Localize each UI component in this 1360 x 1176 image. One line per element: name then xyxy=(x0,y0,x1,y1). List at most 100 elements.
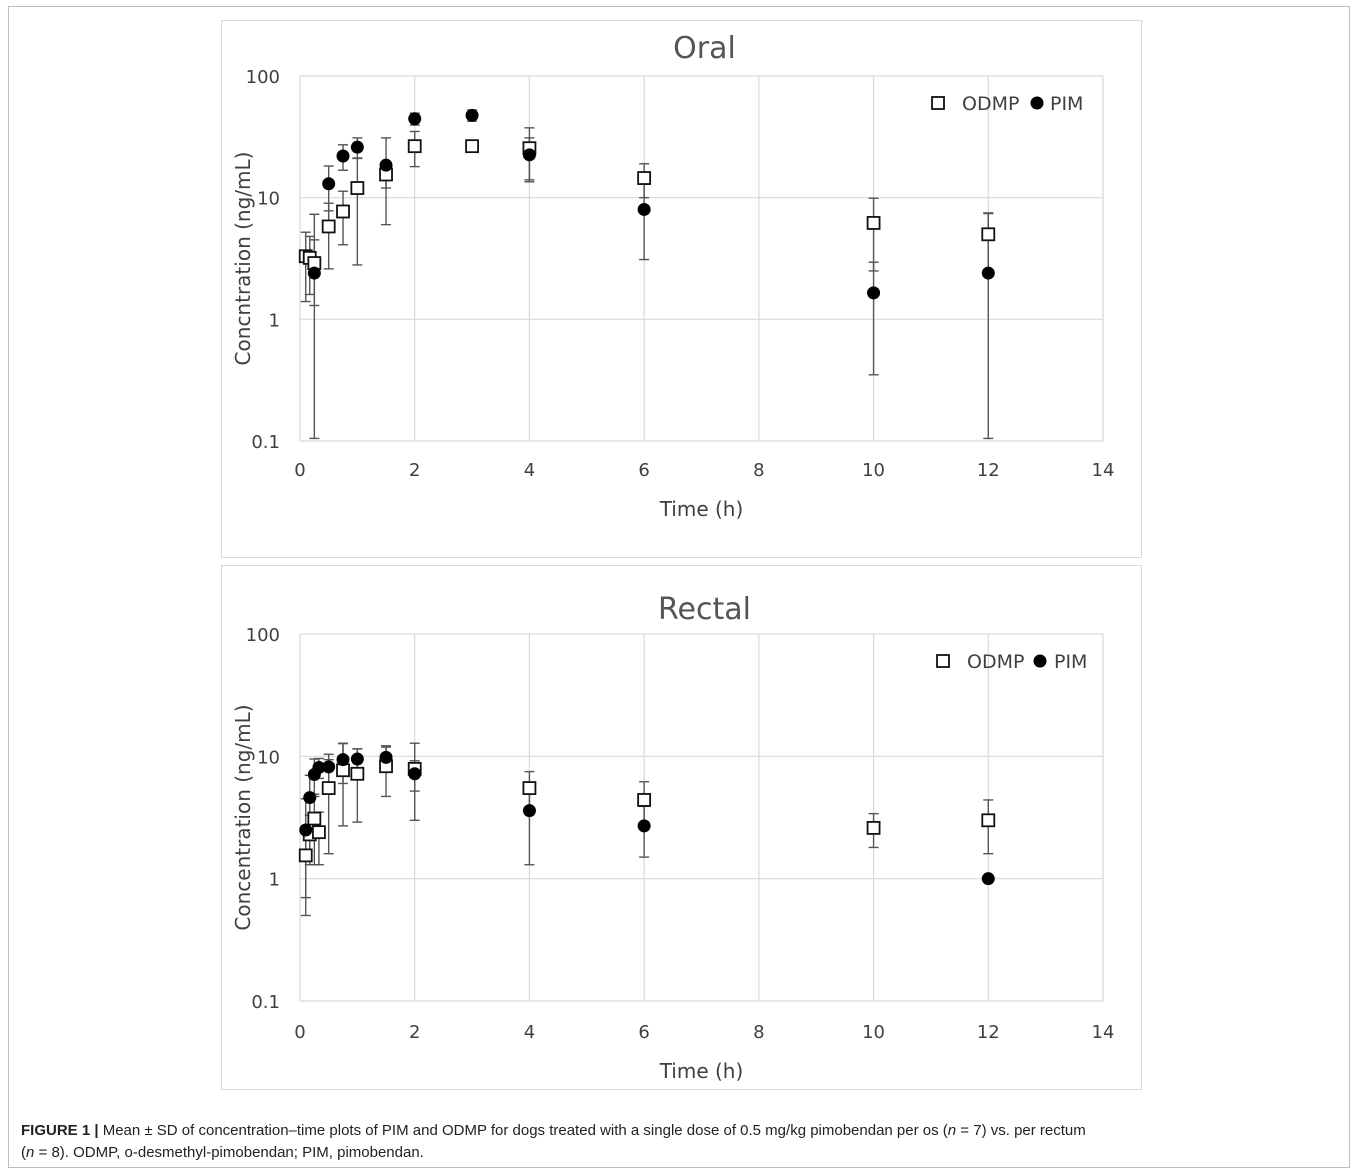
pim-point xyxy=(379,750,393,764)
pim-point xyxy=(465,108,479,122)
x-tick-label: 10 xyxy=(862,460,885,481)
x-axis-label: Time (h) xyxy=(659,497,744,521)
legend-odmp-marker xyxy=(931,96,945,110)
pim-point xyxy=(336,149,350,163)
odmp-point xyxy=(637,793,652,807)
pim-point xyxy=(350,752,364,766)
legend-pim-marker xyxy=(1030,96,1044,110)
x-tick-label: 2 xyxy=(409,1022,420,1043)
chart-title: Rectal xyxy=(658,592,751,627)
y-tick-label: 1 xyxy=(269,870,280,891)
error-bar xyxy=(639,183,650,261)
y-axis-label: Concntration (ng/mL) xyxy=(231,152,255,366)
pim-point xyxy=(379,158,393,172)
x-tick-label: 6 xyxy=(638,1022,649,1043)
odmp-point xyxy=(336,204,350,219)
error-bar xyxy=(983,212,994,440)
odmp-point xyxy=(465,139,479,154)
x-tick-label: 4 xyxy=(524,1022,535,1043)
odmp-point xyxy=(866,821,881,835)
rectal-chart: Rectal 0.1 1 10 100 0 2 4 6 8 10 12 14 Time (h) Concen… xyxy=(231,592,1115,1083)
y-axis-label: Concentration (ng/mL) xyxy=(231,704,255,930)
caption-line-1: FIGURE 1 | Mean ± SD of concentration–ti… xyxy=(21,1120,1348,1142)
caption-label: FIGURE 1 | xyxy=(21,1122,99,1139)
error-bar xyxy=(524,783,535,866)
x-axis-label: Time (h) xyxy=(659,1059,744,1083)
x-tick-label: 8 xyxy=(753,1022,764,1043)
x-tick-label: 14 xyxy=(1092,460,1115,481)
x-tick-label: 0 xyxy=(294,460,305,481)
pim-point xyxy=(522,804,536,818)
caption-text-1: Mean ± SD of concentration–time plots of… xyxy=(98,1122,948,1139)
odmp-point xyxy=(321,781,336,795)
legend-odmp-marker xyxy=(936,654,950,668)
pim-point xyxy=(350,140,364,154)
legend-pim-marker xyxy=(1033,654,1047,668)
caption-n-2: n xyxy=(26,1144,35,1161)
x-tick-label: 8 xyxy=(753,460,764,481)
pim-point xyxy=(522,148,536,162)
error-bar xyxy=(868,261,879,376)
odmp-point xyxy=(321,219,336,234)
pim-point xyxy=(299,823,313,837)
odmp-point xyxy=(298,848,313,863)
error-bar xyxy=(323,202,334,270)
x-tick-label: 12 xyxy=(977,1022,1000,1043)
pim-point xyxy=(408,112,422,126)
y-tick-label: 10 xyxy=(257,189,280,210)
odmp-point xyxy=(307,811,322,826)
x-tick-label: 4 xyxy=(524,460,535,481)
oral-chart: Oral 0.1 1 10 100 0 2 4 6 8 10 12 14 Time (h) Concntra… xyxy=(231,31,1115,521)
pim-point xyxy=(312,761,326,775)
error-bar xyxy=(309,213,320,440)
pim-point xyxy=(307,266,321,280)
pim-point xyxy=(322,760,336,774)
y-tick-label: 10 xyxy=(257,747,280,768)
x-tick-label: 2 xyxy=(409,460,420,481)
oral-chart-panel: Oral 0.1 1 10 100 0 2 4 6 8 10 12 14 Time (h) Concntra… xyxy=(221,20,1142,558)
odmp-point xyxy=(350,181,365,195)
caption-line-2: (n = 8). ODMP, o-desmethyl-pimobendan; P… xyxy=(21,1142,1348,1164)
caption-n-1: n xyxy=(947,1122,957,1139)
legend: ODMP PIM xyxy=(936,651,1087,673)
odmp-point xyxy=(407,139,422,154)
pim-point xyxy=(981,872,995,886)
pim-point xyxy=(867,286,881,300)
odmp-point xyxy=(312,825,326,840)
chart-title: Oral xyxy=(673,31,736,66)
pim-point xyxy=(408,767,422,781)
y-tick-label: 1 xyxy=(269,310,280,331)
pim-point xyxy=(322,177,336,191)
legend-label: PIM xyxy=(1050,93,1083,115)
error-bar xyxy=(352,157,363,266)
odmp-point xyxy=(522,781,537,795)
odmp-point xyxy=(981,227,996,242)
caption-text-4: = 8). ODMP, o-desmethyl-pimobendan; PIM,… xyxy=(34,1144,424,1161)
x-tick-label: 0 xyxy=(294,1022,305,1043)
legend-label: PIM xyxy=(1054,651,1087,673)
odmp-point xyxy=(637,171,652,185)
x-tick-label: 12 xyxy=(977,460,1000,481)
legend-label: ODMP xyxy=(967,651,1024,673)
error-bar xyxy=(868,197,879,272)
y-tick-label: 0.1 xyxy=(251,992,280,1013)
pim-point xyxy=(637,819,651,833)
pim-point xyxy=(303,791,317,805)
x-tick-label: 6 xyxy=(638,460,649,481)
legend-label: ODMP xyxy=(962,93,1019,115)
caption-text-2: = 7) vs. per rectum xyxy=(956,1122,1086,1139)
pim-point xyxy=(981,266,995,280)
rectal-chart-panel: Rectal 0.1 1 10 100 0 2 4 6 8 10 12 14 Time (h) Concen… xyxy=(221,565,1142,1090)
x-tick-label: 10 xyxy=(862,1022,885,1043)
error-bar xyxy=(300,231,311,303)
pim-point xyxy=(637,202,651,216)
y-tick-label: 100 xyxy=(246,625,280,646)
figure-caption: FIGURE 1 | Mean ± SD of concentration–ti… xyxy=(8,1120,1348,1164)
x-tick-label: 14 xyxy=(1092,1022,1115,1043)
y-tick-label: 0.1 xyxy=(251,432,280,453)
legend: ODMP PIM xyxy=(931,93,1083,115)
pim-point xyxy=(336,753,350,767)
y-tick-label: 100 xyxy=(246,67,280,88)
odmp-point xyxy=(981,813,996,828)
odmp-point xyxy=(350,766,365,781)
